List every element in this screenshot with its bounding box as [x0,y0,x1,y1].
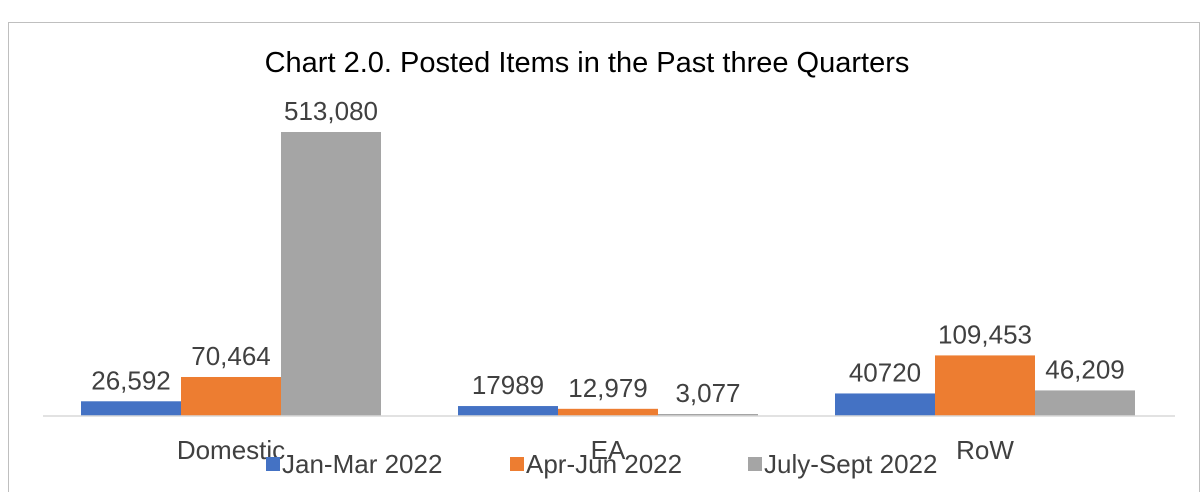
data-label-row-series-1: 40720 [849,357,921,387]
bar-row-series-3 [1035,390,1135,416]
category-label-ea: EA [591,435,626,465]
legend-label-3: July-Sept 2022 [764,449,937,479]
legend-label-2: Apr-Jun 2022 [526,449,682,479]
legend-item-2: Apr-Jun 2022 [510,449,682,479]
data-label-ea-series-1: 17989 [472,370,544,400]
bar-domestic-series-1 [81,401,181,416]
legend: Jan-Mar 2022 Apr-Jun 2022 July-Sept 2022 [266,449,937,479]
bar-row-series-2 [935,355,1035,416]
bars-group [81,132,1135,416]
legend-swatch-2 [510,457,524,471]
bar-row-series-1 [835,393,935,416]
page-heading-fragment: o o o o [551,0,649,21]
data-label-row-series-2: 109,453 [938,319,1032,349]
data-label-ea-series-3: 3,077 [675,378,740,408]
data-label-domestic-series-3: 513,080 [284,96,378,126]
data-label-domestic-series-1: 26,592 [91,365,171,395]
data-label-row-series-3: 46,209 [1045,354,1125,384]
legend-swatch-3 [748,457,762,471]
legend-item-1: Jan-Mar 2022 [266,449,442,479]
legend-item-3: July-Sept 2022 [748,449,937,479]
chart-title: Chart 2.0. Posted Items in the Past thre… [265,47,910,79]
bar-domestic-series-2 [181,376,281,416]
data-label-ea-series-2: 12,979 [568,373,648,403]
bar-ea-series-3 [658,414,758,416]
category-label-row: RoW [956,435,1014,465]
legend-swatch-1 [266,457,280,471]
legend-label-1: Jan-Mar 2022 [282,449,442,479]
data-label-domestic-series-2: 70,464 [191,341,271,371]
value-labels-group: 26,592 17989 40720 70,464 12,979 109,453 513,0… [91,96,1125,408]
bar-ea-series-1 [458,406,558,416]
chart-frame [8,22,1200,492]
bar-domestic-series-3 [281,132,381,416]
bar-ea-series-2 [558,408,658,416]
page-heading-text: o o o o [551,0,649,21]
